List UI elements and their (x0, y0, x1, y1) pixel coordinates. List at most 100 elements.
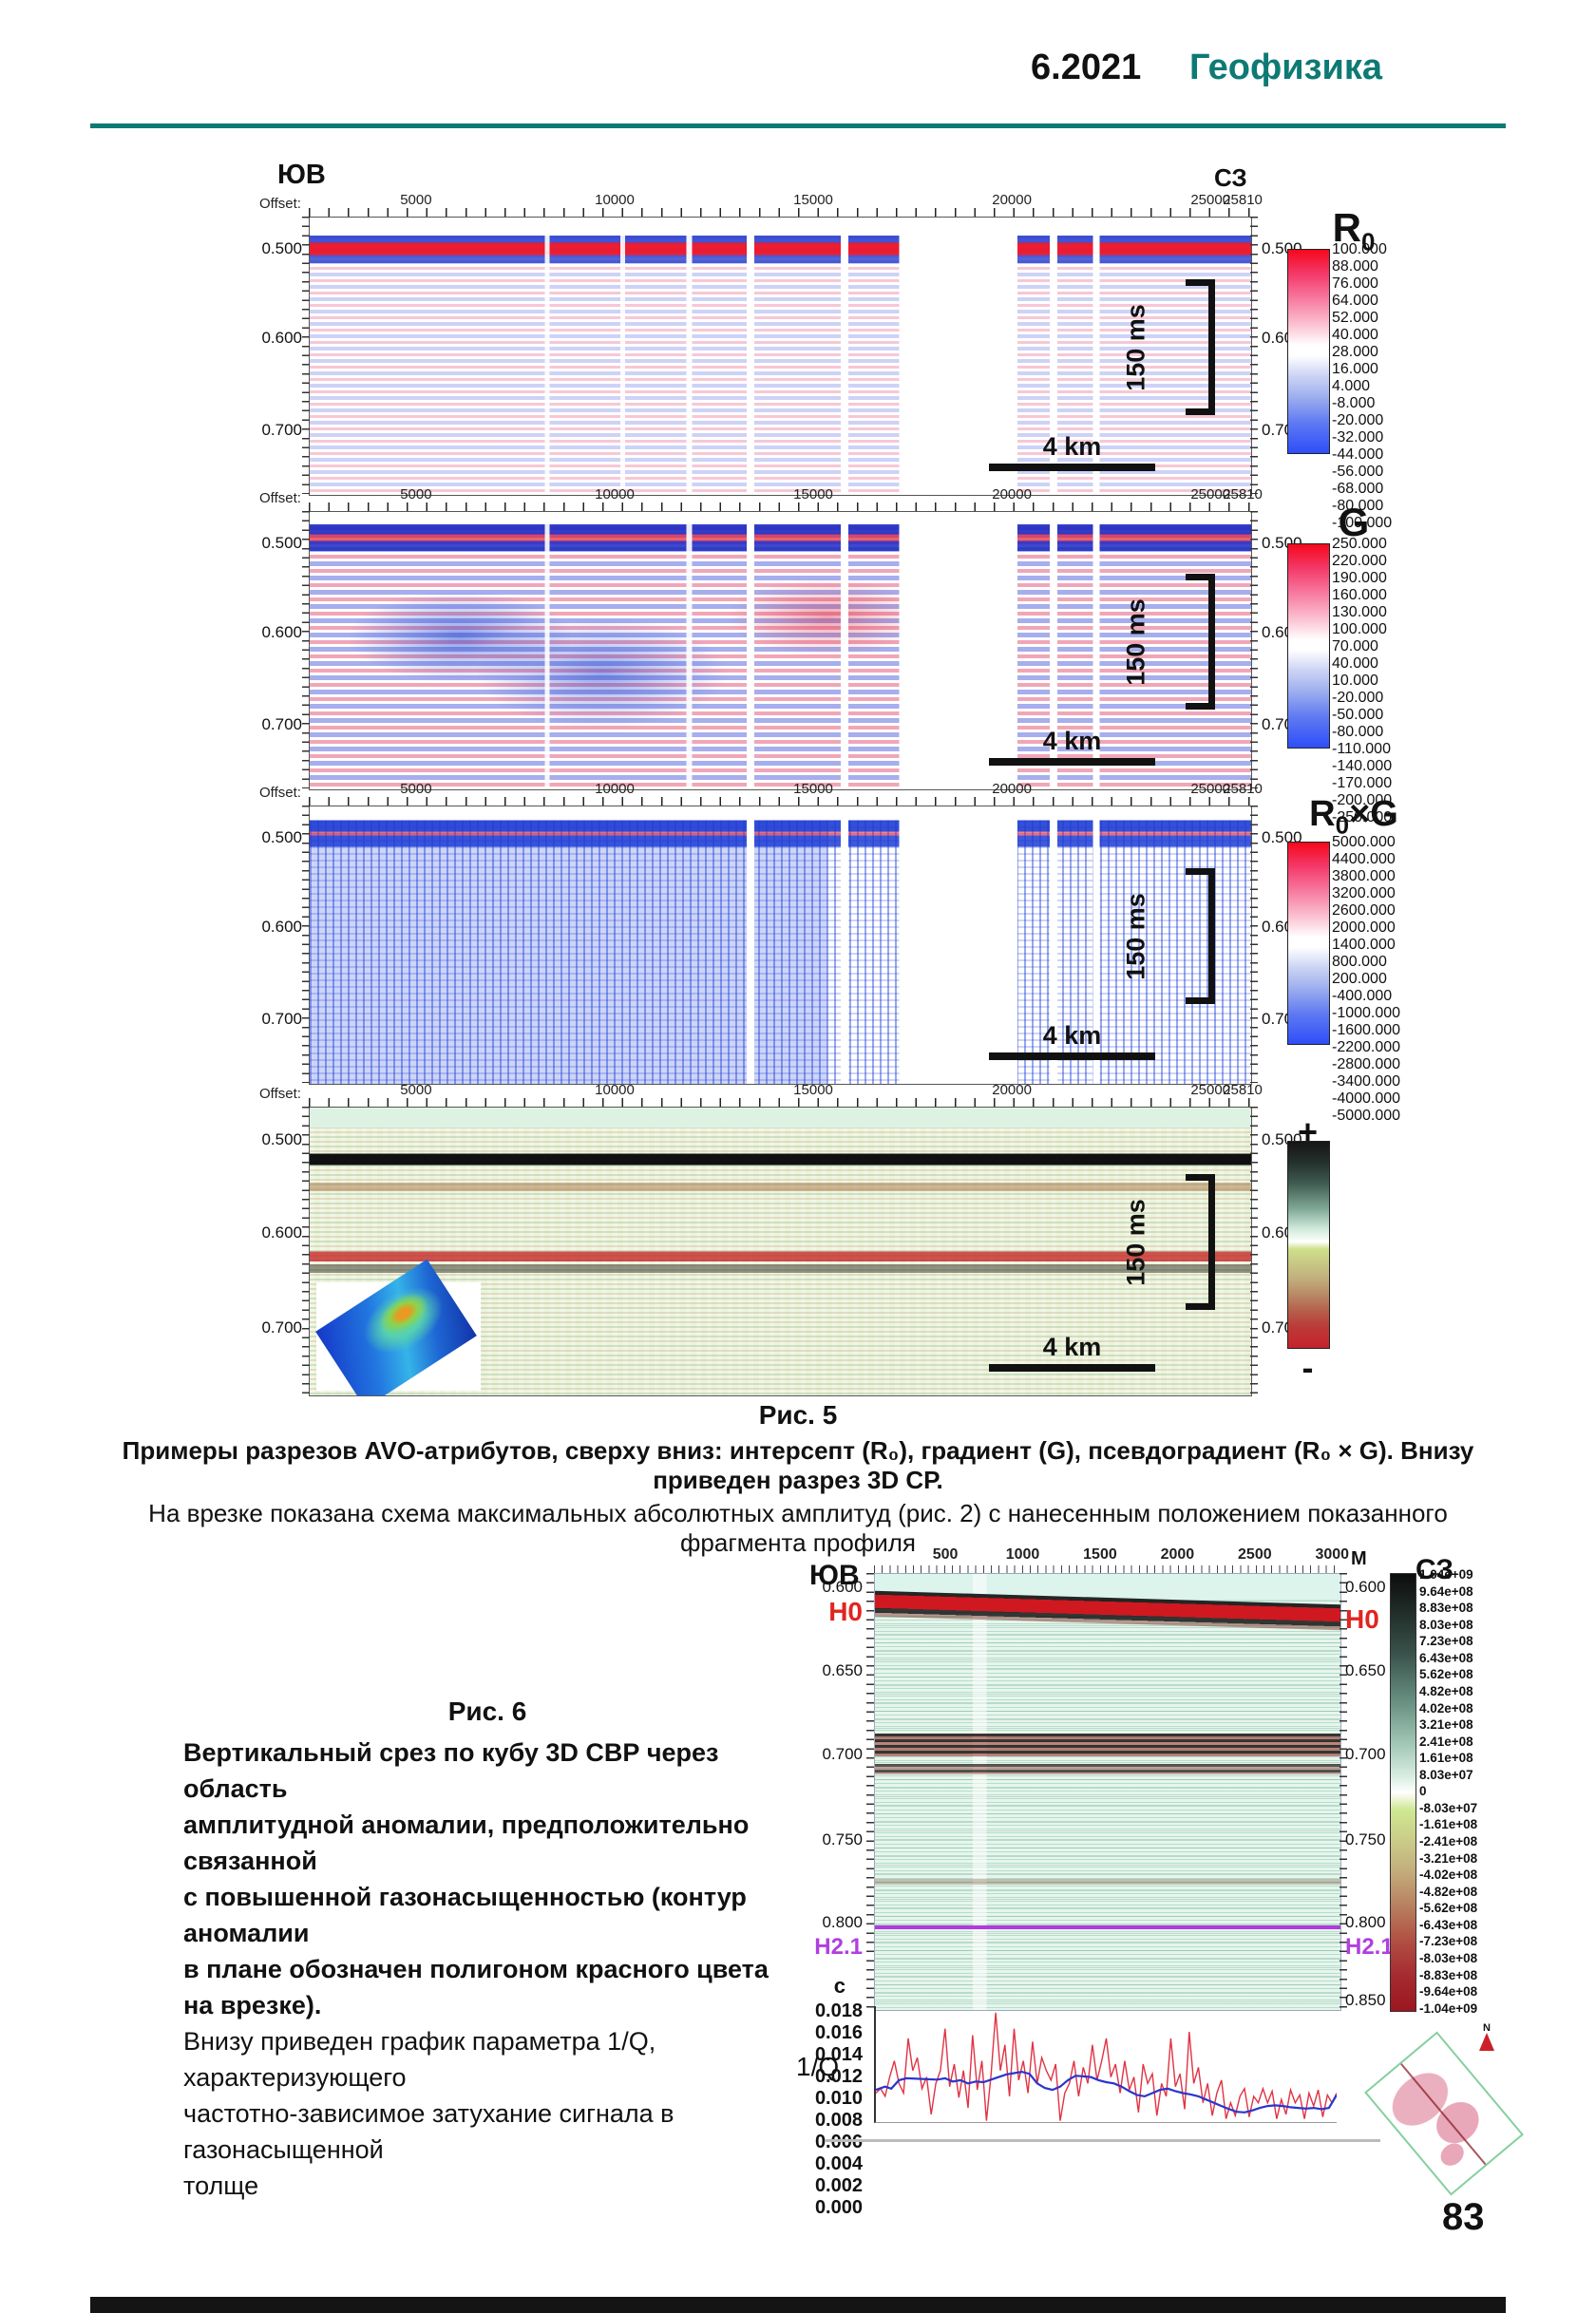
time-label: 0.850 (1345, 1991, 1386, 2009)
colorbar-value: 88.000 (1332, 258, 1378, 275)
colorbar-value: 10.000 (1332, 673, 1378, 689)
corner-label-se: ЮВ (277, 160, 326, 190)
colorbar-value: -170.000 (1332, 775, 1393, 791)
fig5-caption-regular: На врезке показана схема максимальных аб… (148, 1499, 1448, 1557)
fig5-caption: Рис. 5 Примеры разрезов AVO-атрибутов, с… (90, 1400, 1506, 1558)
distance-tick-label: 1500 (1083, 1546, 1117, 1563)
horizontal-scalebar-label: 4 km (1042, 432, 1102, 461)
time-label: 0.650 (1345, 1661, 1386, 1679)
colorbar-value: 1400.000 (1332, 937, 1396, 953)
colorbar-title-r0: R0 (1332, 205, 1376, 256)
horizontal-scalebar: 4 km (989, 1333, 1155, 1372)
colorbar-r0 (1287, 249, 1330, 454)
colorbar-value: -32.000 (1332, 429, 1384, 446)
colorbar-value: -80.000 (1332, 498, 1384, 514)
time-ruler-left (302, 511, 310, 788)
caption-line: в плане обозначен полигоном красного цве… (183, 1955, 769, 2019)
colorbar-value: -2.41e+08 (1419, 1834, 1478, 1849)
colorbar-title-r0g: R0×G (1309, 794, 1398, 840)
offset-axis: Offset: 5000 10000 15000 20000 25000 25810 (259, 486, 1263, 511)
seconds-unit-label: с (833, 1974, 846, 1998)
colorbar-value: 190.000 (1332, 570, 1387, 586)
time-axis-left: 0.500 0.600 0.700 (256, 1107, 302, 1394)
offset-tick-label: 25000 (1190, 486, 1231, 502)
colorbar-value: 40.000 (1332, 327, 1378, 343)
offset-tick-labels: 5000 10000 15000 20000 25000 25810 (309, 1082, 1263, 1099)
time-tick-label: 0.700 (261, 1009, 302, 1028)
time-tick-label: 0.500 (261, 533, 302, 552)
colorbar-value: -1.04e+09 (1419, 2000, 1478, 2016)
colorbar-value: -100.000 (1332, 515, 1393, 531)
distance-tick-label: 2500 (1238, 1546, 1272, 1563)
offset-tick-labels: 5000 10000 15000 20000 25000 25810 (309, 192, 1263, 209)
offset-tick-label: 10000 (595, 1082, 635, 1098)
time-label: 0.650 (822, 1661, 863, 1679)
vertical-scalebar: 150 ms (1122, 279, 1215, 415)
offset-ruler (309, 1098, 1250, 1107)
colorbar-value: 5.62e+08 (1419, 1667, 1473, 1682)
header-rule (90, 123, 1506, 128)
colorbar-r0g (1287, 842, 1330, 1045)
horizontal-scalebar-label: 4 km (1042, 727, 1102, 755)
fig6-colorbar-values: 1.04e+09 9.64e+08 8.83e+08 8.03e+08 7.23e+08… (1419, 1567, 1510, 2016)
colorbar-value: -1.61e+08 (1419, 1817, 1478, 1832)
time-label: 0.700 (1345, 1745, 1386, 1763)
offset-axis: Offset: 5000 10000 15000 20000 25000 25810 (259, 192, 1263, 217)
colorbar-value: 6.43e+08 (1419, 1650, 1473, 1665)
colorbar-value: -50.000 (1332, 707, 1384, 723)
time-label: 0.700 (822, 1745, 863, 1763)
colorbar-value: 3200.000 (1332, 885, 1396, 901)
offset-tick-label: 10000 (595, 486, 635, 502)
colorbar-value: 8.83e+08 (1419, 1601, 1473, 1616)
colorbar-value: -1000.000 (1332, 1005, 1401, 1021)
colorbar-minus-label: - (1302, 1348, 1314, 1387)
time-tick-label: 0.500 (261, 827, 302, 846)
time-ruler-right (1250, 806, 1258, 1083)
fig6-distance-axis: 500 1000 1500 2000 2500 3000 (874, 1546, 1349, 1565)
h0-horizon-band (875, 1590, 1340, 1631)
distance-tick-label: 1000 (1005, 1546, 1040, 1563)
offset-tick-label: 25810 (1223, 1082, 1263, 1098)
seismic-section-cp: 150 ms 4 km (309, 1107, 1252, 1396)
time-ruler-left (302, 806, 310, 1083)
seismic-section-g: 150 ms 4 km (309, 511, 1252, 790)
y-tick-label: 0.016 (814, 2022, 863, 2043)
colorbar-value: 4.82e+08 (1419, 1683, 1473, 1698)
offset-axis-label: Offset: (259, 785, 301, 801)
vertical-scalebar-label: 150 ms (1121, 303, 1150, 391)
caption-line: частотно-зависимое затухание сигнала в г… (183, 2099, 674, 2164)
colorbar-value: -250.000 (1332, 809, 1393, 825)
horizontal-scalebar: 4 km (989, 432, 1155, 471)
colorbar-value: -140.000 (1332, 758, 1393, 774)
y-tick-label: 0.014 (814, 2044, 863, 2065)
y-tick-label: 0.018 (814, 2000, 863, 2021)
horizontal-scalebar: 4 km (989, 1021, 1155, 1060)
colorbar-value: -2800.000 (1332, 1056, 1401, 1072)
colorbar-value: -2200.000 (1332, 1039, 1401, 1055)
offset-tick-label: 25000 (1190, 192, 1231, 208)
seismic-section-r0g: 150 ms 4 km (309, 806, 1252, 1085)
caption-line: Вертикальный срез по кубу 3D СВР через о… (183, 1738, 719, 1803)
offset-axis-label: Offset: (259, 1086, 301, 1102)
colorbar-value: 2000.000 (1332, 920, 1396, 936)
time-label: 0.800 (822, 1913, 863, 1931)
bottom-bar (90, 2297, 1506, 2313)
colorbar-value: 1.61e+08 (1419, 1751, 1473, 1766)
y-tick-label: 0.012 (814, 2066, 863, 2087)
colorbar-value: -56.000 (1332, 464, 1384, 480)
vertical-scalebar: 150 ms (1122, 574, 1215, 710)
horizontal-scalebar-label: 4 km (1042, 1021, 1102, 1050)
caption-line: Внизу приведен график параметра 1/Q, хар… (183, 2027, 656, 2092)
time-tick-label: 0.600 (261, 623, 302, 642)
offset-axis-label: Offset: (259, 196, 301, 212)
colorbar-value: 200.000 (1332, 971, 1387, 987)
time-tick-label: 0.700 (261, 420, 302, 439)
survey-polygon (1364, 2031, 1524, 2196)
colorbar-value: 8.03e+07 (1419, 1767, 1473, 1782)
colorbar-value: 4400.000 (1332, 851, 1396, 867)
colorbar-value: -20.000 (1332, 412, 1384, 428)
colorbar-value: 8.03e+08 (1419, 1617, 1473, 1632)
offset-tick-label: 25810 (1223, 486, 1263, 502)
offset-ruler (309, 502, 1250, 511)
fig6-unit-label: М (1351, 1548, 1367, 1569)
